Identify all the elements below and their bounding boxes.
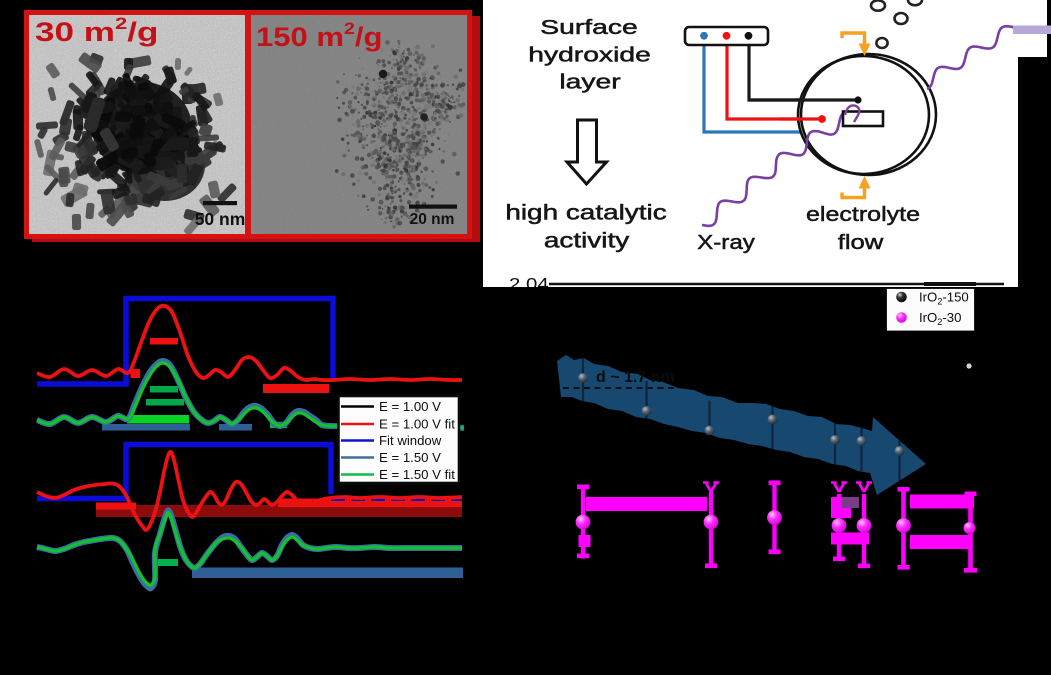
svg-text:E = 1.50 V: E = 1.50 V — [379, 450, 441, 465]
svg-text:150 m2/g: 150 m2/g — [256, 18, 382, 52]
svg-text:E = 1.00 V fit: E = 1.00 V fit — [379, 417, 455, 432]
svg-text:hydroxide: hydroxide — [528, 44, 651, 66]
svg-text:high catalytic: high catalytic — [505, 202, 666, 225]
svg-text:activity: activity — [544, 230, 630, 253]
svg-text:50 nm: 50 nm — [195, 209, 245, 229]
svg-text:20 nm: 20 nm — [410, 211, 455, 228]
svg-text:2.04: 2.04 — [509, 274, 549, 287]
svg-text:d ~ 1.7 nm: d ~ 1.7 nm — [596, 369, 675, 386]
svg-text:flow: flow — [838, 230, 884, 253]
svg-text:IrO2-150: IrO2-150 — [919, 290, 969, 307]
svg-text:electrolyte: electrolyte — [806, 202, 920, 225]
svg-text:Fit window: Fit window — [379, 433, 442, 448]
svg-text:X-ray: X-ray — [697, 231, 756, 254]
svg-text:Surface: Surface — [540, 17, 637, 39]
svg-text:E = 1.00 V: E = 1.00 V — [379, 399, 441, 414]
svg-text:IrO2-30: IrO2-30 — [919, 310, 961, 327]
svg-text:30 m2/g: 30 m2/g — [35, 15, 158, 47]
svg-text:E = 1.50 V fit: E = 1.50 V fit — [379, 467, 455, 482]
svg-text:layer: layer — [559, 71, 620, 93]
